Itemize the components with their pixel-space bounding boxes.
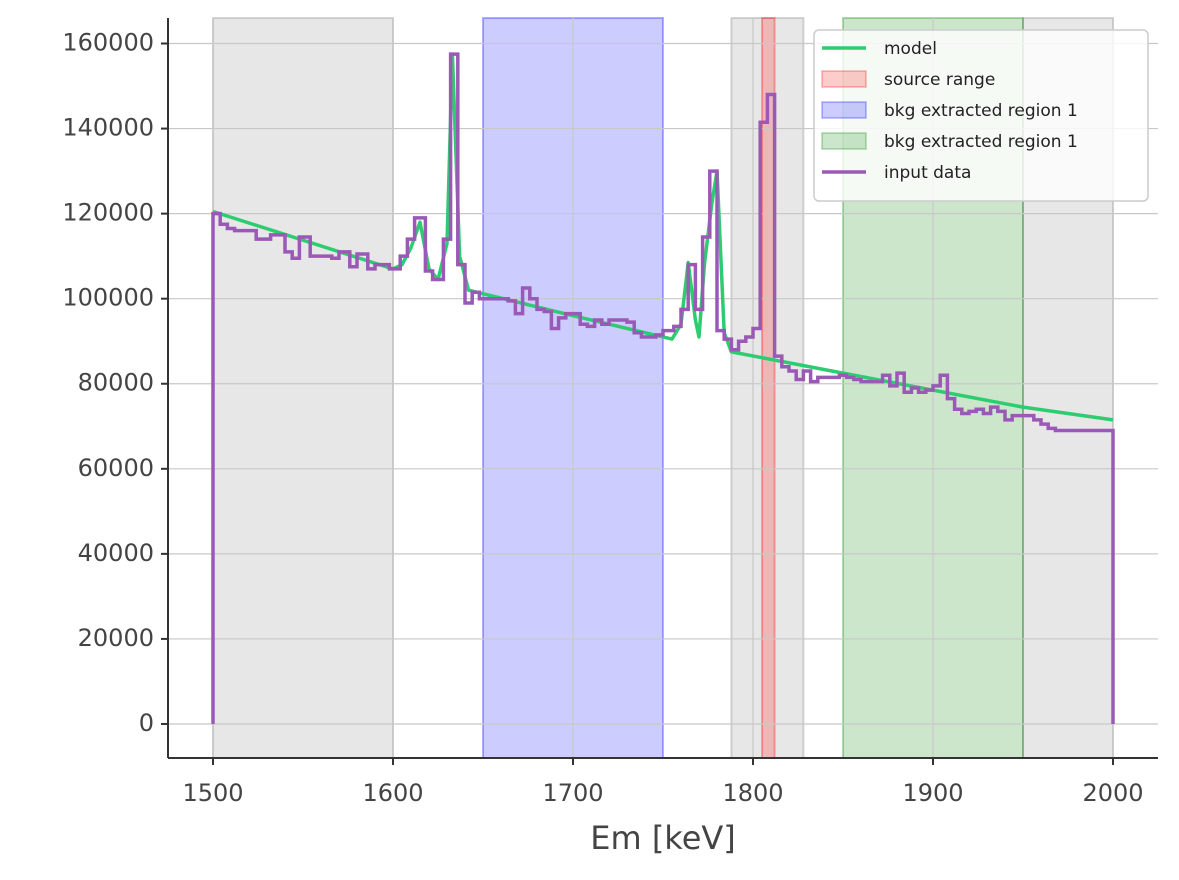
y-tick-label: 20000 bbox=[78, 624, 154, 652]
x-tick-label: 1500 bbox=[182, 779, 243, 807]
y-tick-label: 0 bbox=[139, 709, 154, 737]
histogram bbox=[211, 52, 1115, 724]
legend-label: input data bbox=[884, 163, 971, 183]
legend-patch bbox=[821, 132, 867, 150]
x-tick-label: 2000 bbox=[1082, 779, 1143, 807]
excluded-range bbox=[730, 17, 805, 759]
x-tick-label: 1800 bbox=[722, 779, 783, 807]
legend-label: bkg extracted region 1 bbox=[884, 101, 1078, 121]
legend-patch bbox=[821, 101, 867, 119]
legend-patch bbox=[821, 70, 867, 88]
legend: model source range bkg extracted region 1 b… bbox=[813, 29, 1149, 202]
legend-label: source range bbox=[884, 70, 995, 90]
legend-label: bkg extracted region 1 bbox=[884, 132, 1078, 152]
y-tick-label: 100000 bbox=[62, 284, 154, 312]
x-tick-label: 1900 bbox=[902, 779, 963, 807]
y-tick-label: 80000 bbox=[78, 369, 154, 397]
y-tick-label: 160000 bbox=[62, 29, 154, 57]
excluded-range bbox=[212, 17, 394, 759]
legend-label: model bbox=[884, 39, 937, 59]
x-tick-label: 1600 bbox=[362, 779, 423, 807]
x-axis-label: Em [keV] bbox=[590, 819, 736, 857]
legend-box bbox=[813, 29, 1149, 202]
y-tick-label: 40000 bbox=[78, 539, 154, 567]
y-tick-label: 60000 bbox=[78, 454, 154, 482]
y-tick-label: 140000 bbox=[62, 114, 154, 142]
y-tick-label: 120000 bbox=[62, 199, 154, 227]
x-tick-label: 1700 bbox=[542, 779, 603, 807]
